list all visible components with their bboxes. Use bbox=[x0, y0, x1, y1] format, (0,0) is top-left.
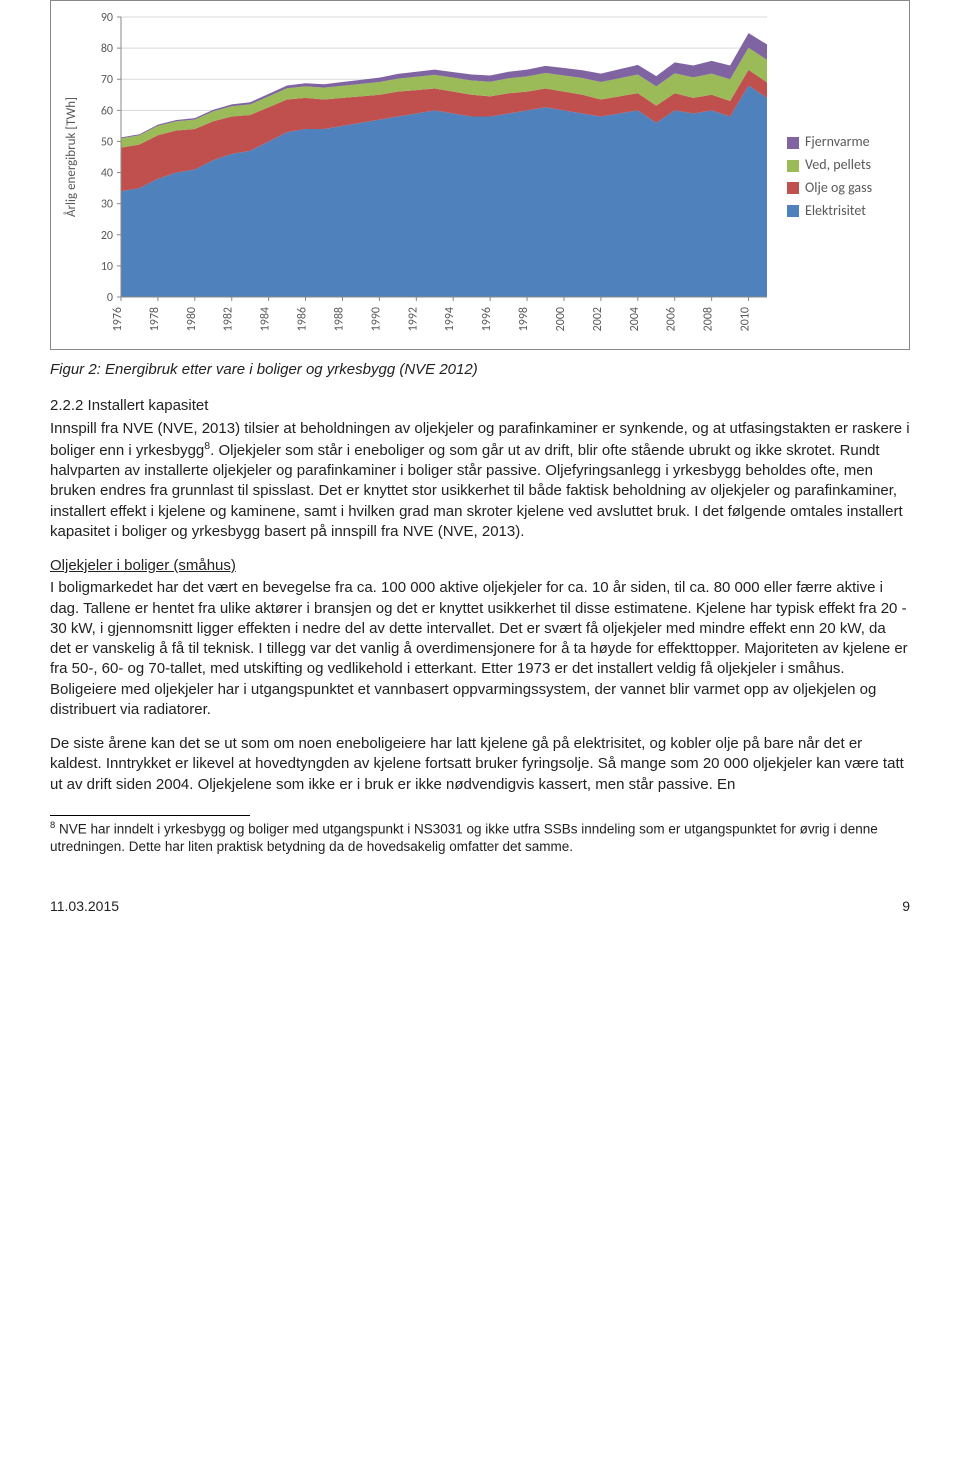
legend-item: Fjernvarme bbox=[787, 133, 872, 152]
legend-swatch bbox=[787, 137, 799, 149]
svg-text:1990: 1990 bbox=[369, 307, 383, 331]
energy-chart-container: 0 10 20 30 40 50 60 70 80 90 1976 1978 1980 1982 1984 1… bbox=[50, 0, 910, 350]
svg-text:20: 20 bbox=[101, 229, 113, 243]
subheading-text: Oljekjeler i boliger (småhus) bbox=[50, 557, 236, 574]
svg-text:30: 30 bbox=[101, 198, 113, 212]
legend-swatch bbox=[787, 205, 799, 217]
subheading-oljekjeler: Oljekjeler i boliger (småhus) bbox=[50, 556, 910, 576]
svg-text:2006: 2006 bbox=[665, 307, 679, 331]
svg-text:60: 60 bbox=[101, 104, 113, 118]
svg-text:50: 50 bbox=[101, 135, 113, 149]
legend-swatch bbox=[787, 182, 799, 194]
figure-caption: Figur 2: Energibruk etter vare i boliger… bbox=[50, 360, 910, 380]
svg-text:1978: 1978 bbox=[148, 307, 162, 331]
svg-text:1976: 1976 bbox=[111, 307, 125, 331]
svg-text:Årlig energibruk [TWh]: Årlig energibruk [TWh] bbox=[64, 97, 79, 217]
svg-text:2010: 2010 bbox=[739, 307, 753, 331]
footnote-text: NVE har inndelt i yrkesbygg og boliger m… bbox=[50, 821, 878, 854]
footer-pagenum: 9 bbox=[902, 897, 910, 916]
legend-label: Olje og gass bbox=[805, 179, 872, 198]
page-footer: 11.03.2015 9 bbox=[50, 897, 910, 916]
svg-text:1986: 1986 bbox=[296, 307, 310, 331]
svg-text:90: 90 bbox=[101, 11, 113, 25]
svg-text:80: 80 bbox=[101, 42, 113, 56]
legend-label: Fjernvarme bbox=[805, 133, 870, 152]
svg-text:10: 10 bbox=[101, 260, 113, 274]
chart-svg: 0 10 20 30 40 50 60 70 80 90 1976 1978 1980 1982 1984 1… bbox=[57, 7, 777, 347]
svg-text:1984: 1984 bbox=[259, 307, 273, 331]
svg-text:2004: 2004 bbox=[628, 307, 642, 331]
chart-wrap: 0 10 20 30 40 50 60 70 80 90 1976 1978 1980 1982 1984 1… bbox=[57, 7, 903, 347]
svg-text:2000: 2000 bbox=[554, 307, 568, 331]
svg-text:1982: 1982 bbox=[222, 307, 236, 331]
legend-item: Ved, pellets bbox=[787, 156, 872, 175]
svg-text:2002: 2002 bbox=[591, 307, 605, 331]
legend-label: Elektrisitet bbox=[805, 202, 866, 221]
svg-text:0: 0 bbox=[107, 291, 113, 305]
svg-text:1980: 1980 bbox=[185, 307, 199, 331]
legend-item: Elektrisitet bbox=[787, 202, 872, 221]
footnote-8: 8 NVE har inndelt i yrkesbygg og boliger… bbox=[50, 820, 910, 857]
legend-label: Ved, pellets bbox=[805, 156, 871, 175]
chart-legend: Fjernvarme Ved, pellets Olje og gass Elektr… bbox=[787, 129, 872, 225]
svg-text:1988: 1988 bbox=[332, 307, 346, 331]
svg-text:1994: 1994 bbox=[443, 307, 457, 331]
para-2: I boligmarkedet har det vært en bevegels… bbox=[50, 578, 910, 720]
para-3: De siste årene kan det se ut som om noen… bbox=[50, 734, 910, 795]
svg-text:1992: 1992 bbox=[406, 307, 420, 331]
svg-text:1998: 1998 bbox=[517, 307, 531, 331]
legend-item: Olje og gass bbox=[787, 179, 872, 198]
section-heading: 2.2.2 Installert kapasitet bbox=[50, 396, 910, 416]
footnote-rule bbox=[50, 815, 250, 816]
footer-date: 11.03.2015 bbox=[50, 897, 119, 916]
svg-text:2008: 2008 bbox=[702, 307, 716, 331]
para-1: Innspill fra NVE (NVE, 2013) tilsier at … bbox=[50, 419, 910, 543]
svg-text:1996: 1996 bbox=[480, 307, 494, 331]
svg-text:40: 40 bbox=[101, 167, 113, 181]
legend-swatch bbox=[787, 160, 799, 172]
svg-text:70: 70 bbox=[101, 73, 113, 87]
